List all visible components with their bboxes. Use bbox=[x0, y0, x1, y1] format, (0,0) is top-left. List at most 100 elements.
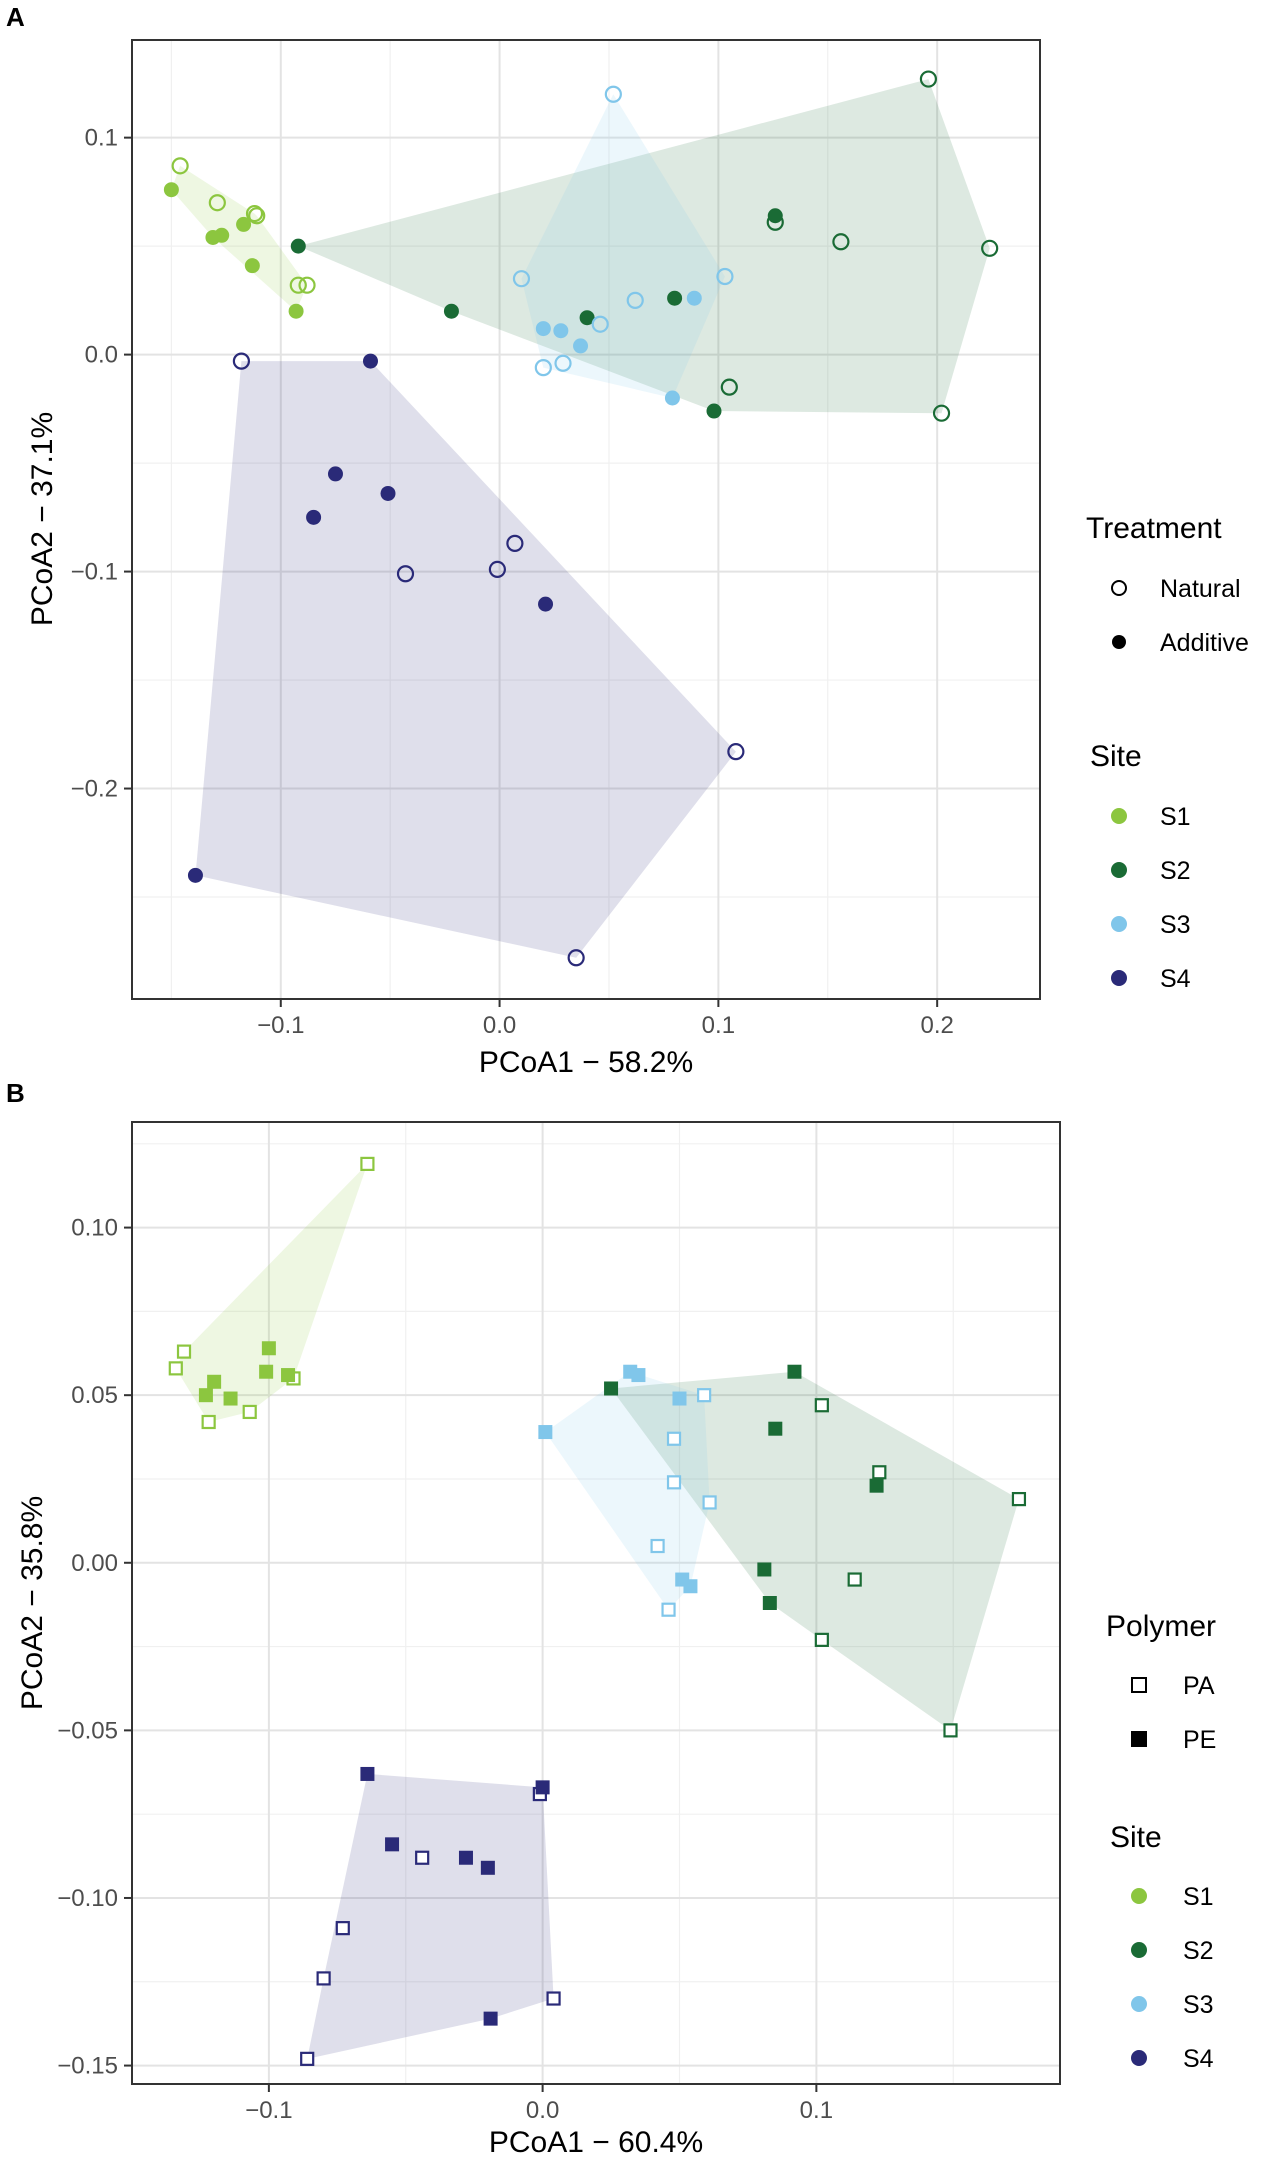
panel-a-gridlines bbox=[132, 40, 1040, 999]
legend-label-pe: PE bbox=[1183, 1726, 1216, 1754]
point-s3-additive bbox=[664, 390, 680, 406]
x-tick-label: 0.1 bbox=[800, 2097, 833, 2124]
y-tick-label: −0.10 bbox=[57, 1885, 118, 1912]
point-s3-pe bbox=[672, 1391, 687, 1406]
point-s2-pa bbox=[1011, 1491, 1027, 1507]
point-s1-additive bbox=[205, 229, 221, 245]
point-s4-pa bbox=[316, 1971, 331, 1986]
point-s3-natural bbox=[534, 359, 552, 377]
legend-key-s3 bbox=[1111, 916, 1127, 932]
point-s3-pe bbox=[683, 1579, 698, 1594]
point-s1-pa bbox=[360, 1156, 375, 1171]
x-tick-label: −0.1 bbox=[245, 2097, 292, 2124]
point-s4-pe bbox=[480, 1860, 495, 1875]
point-s2-pe bbox=[757, 1562, 772, 1577]
legend-key-s4 bbox=[1131, 2050, 1147, 2066]
panel-a-xlabel: PCoA1 − 58.2% bbox=[479, 1046, 693, 1079]
point-s4-pe bbox=[360, 1766, 375, 1781]
y-tick-label: −0.05 bbox=[57, 1717, 118, 1744]
point-s1-pe bbox=[207, 1374, 222, 1389]
point-s1-natural bbox=[245, 204, 264, 223]
hull-s3 bbox=[521, 94, 725, 398]
point-s3-natural bbox=[626, 291, 644, 309]
panel-b-legend: Polymer PA PE Site S1 S2 S3 S4 bbox=[1106, 1610, 1216, 2073]
legend-key-s4 bbox=[1111, 970, 1127, 986]
point-s3-pa bbox=[661, 1602, 676, 1617]
point-s1-pa bbox=[176, 1344, 192, 1359]
legend-key-natural bbox=[1111, 580, 1127, 596]
hull-s1 bbox=[175, 1163, 368, 1422]
point-s1-natural bbox=[248, 207, 266, 225]
point-s2-natural bbox=[919, 70, 938, 88]
y-tick-label: 0.05 bbox=[71, 1382, 118, 1409]
point-s3-pa bbox=[666, 1431, 682, 1446]
point-s2-pa bbox=[943, 1723, 958, 1738]
point-s1-pa bbox=[201, 1414, 216, 1430]
point-s3-pa bbox=[697, 1388, 712, 1403]
panel-b-ticks: −0.1 0.0 0.1 −0.15 −0.10 −0.05 0.00 0.05 0.10 bbox=[57, 1215, 833, 2124]
point-s3-pa bbox=[666, 1475, 682, 1490]
hull-s2 bbox=[298, 79, 990, 414]
point-s4-natural bbox=[488, 560, 506, 579]
panel-b-gridlines bbox=[132, 1122, 1060, 2084]
x-tick-label: 0.2 bbox=[920, 1012, 953, 1039]
hull-s1 bbox=[171, 165, 307, 312]
legend-key-s2 bbox=[1111, 862, 1127, 878]
panel-a-ylabel: PCoA2 − 37.1% bbox=[26, 412, 59, 626]
shape-legend-title: Treatment bbox=[1086, 512, 1222, 545]
y-tick-label: 0.10 bbox=[71, 1215, 118, 1242]
legend-label-s3: S3 bbox=[1183, 1991, 1214, 2019]
legend-label-s2: S2 bbox=[1160, 857, 1191, 885]
point-s3-natural bbox=[716, 267, 734, 286]
legend-label-s1: S1 bbox=[1183, 1883, 1214, 1911]
hull-s4 bbox=[195, 361, 736, 958]
panel-b-background bbox=[132, 1122, 1060, 2084]
legend-key-s2 bbox=[1131, 1942, 1147, 1958]
panel-a: A −0.1 0.0 0.1 0.2 −0.2 −0.1 0.0 0.1 PCoA1 − 58… bbox=[6, 2, 1249, 1079]
point-s4-additive bbox=[187, 867, 203, 883]
point-s3-pe bbox=[538, 1425, 553, 1440]
point-s1-additive bbox=[163, 182, 179, 198]
point-s4-additive bbox=[538, 596, 554, 612]
legend-key-s1 bbox=[1131, 1888, 1147, 1904]
point-s2-pa bbox=[872, 1465, 887, 1480]
point-s1-pa bbox=[242, 1404, 257, 1420]
point-s1-natural bbox=[289, 276, 307, 294]
point-s2-pe bbox=[604, 1381, 619, 1396]
legend-key-additive bbox=[1112, 635, 1126, 649]
legend-label-s2: S2 bbox=[1183, 1937, 1214, 1965]
point-s2-additive bbox=[667, 290, 683, 306]
point-s3-pe bbox=[631, 1368, 646, 1383]
hull-s2 bbox=[611, 1371, 1019, 1731]
point-s4-natural bbox=[567, 949, 585, 967]
legend-label-natural: Natural bbox=[1160, 575, 1241, 603]
legend-key-s3 bbox=[1131, 1996, 1147, 2012]
point-s2-pe bbox=[768, 1421, 783, 1436]
point-s3-additive bbox=[553, 323, 569, 339]
panel-a-hulls bbox=[171, 79, 990, 958]
point-s4-natural bbox=[727, 743, 745, 761]
legend-label-additive: Additive bbox=[1160, 629, 1249, 657]
point-s1-natural bbox=[298, 276, 316, 294]
point-s2-pa bbox=[847, 1572, 862, 1587]
point-s3-natural bbox=[554, 354, 572, 372]
point-s3-additive bbox=[535, 321, 551, 337]
panel-a-border bbox=[131, 39, 1041, 1000]
point-s2-pa bbox=[814, 1632, 829, 1647]
point-s2-additive bbox=[290, 238, 306, 254]
point-s3-additive bbox=[573, 338, 589, 354]
panel-b-ylabel: PCoA2 − 35.8% bbox=[16, 1496, 49, 1710]
point-s4-pe bbox=[458, 1850, 473, 1865]
x-tick-label: −0.1 bbox=[257, 1012, 304, 1039]
point-s3-pa bbox=[702, 1495, 717, 1510]
point-s4-additive bbox=[306, 509, 322, 525]
panel-b-border bbox=[131, 1121, 1061, 2085]
point-s4-additive bbox=[380, 485, 396, 501]
point-s1-pa bbox=[168, 1361, 183, 1376]
point-s3-pa bbox=[650, 1538, 665, 1554]
point-s1-additive bbox=[236, 216, 252, 232]
panel-a-points bbox=[163, 70, 999, 967]
point-s4-pa bbox=[335, 1921, 350, 1936]
legend-key-pa bbox=[1131, 1677, 1147, 1693]
point-s2-pe bbox=[869, 1478, 884, 1493]
